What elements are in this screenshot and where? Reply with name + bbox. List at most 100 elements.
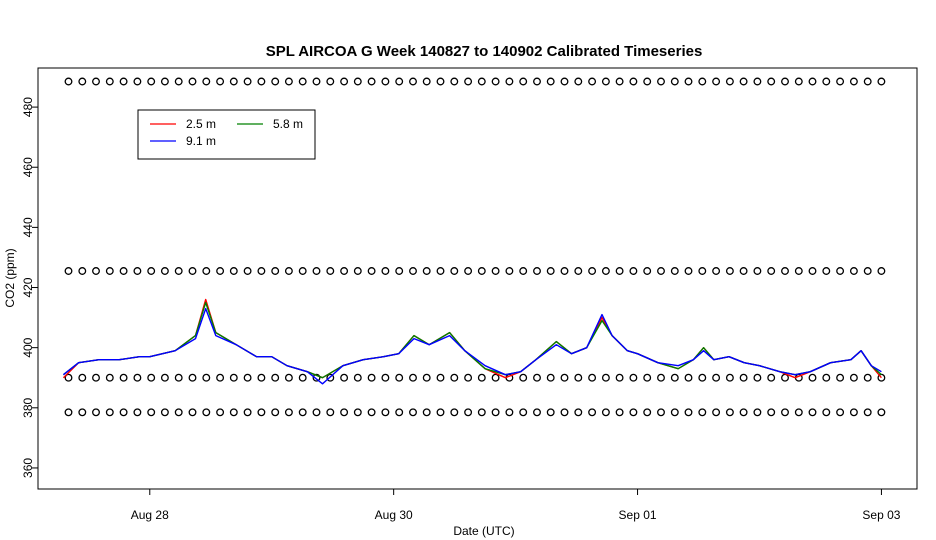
calibration-point: [367, 77, 376, 86]
calibration-point: [436, 267, 445, 275]
calibration-point: [216, 408, 225, 417]
calibration-point: [119, 373, 128, 382]
calibration-point: [684, 408, 693, 417]
calibration-point: [202, 408, 211, 417]
calibration-point: [712, 373, 721, 382]
calibration-point: [312, 373, 321, 382]
calibration-point: [739, 408, 748, 417]
calibration-point: [243, 373, 252, 382]
calibration-point: [849, 373, 858, 382]
calibration-point: [725, 408, 734, 417]
calibration-point: [670, 267, 679, 275]
calibration-point: [560, 408, 569, 417]
calibration-point: [119, 77, 128, 86]
x-tick-label: Aug 28: [131, 508, 169, 522]
calibration-point: [657, 267, 665, 275]
calibration-point: [312, 408, 321, 417]
calibration-point: [436, 77, 445, 86]
calibration-point: [422, 77, 431, 86]
calibration-point: [367, 373, 376, 382]
calibration-point: [216, 373, 225, 382]
calibration-point: [409, 373, 417, 382]
calibration-point: [64, 77, 73, 86]
calibration-point: [78, 373, 87, 382]
calibration-point: [794, 267, 803, 275]
calibration-point: [133, 267, 142, 275]
calibration-point: [533, 408, 541, 417]
calibration-point: [657, 373, 665, 382]
calibration-point: [629, 267, 638, 275]
calibration-point: [491, 373, 500, 382]
calibration-point: [684, 77, 693, 86]
x-tick-label: Aug 30: [375, 508, 413, 522]
legend-label: 5.8 m: [273, 117, 303, 131]
calibration-point: [78, 267, 87, 275]
calibration-point: [353, 267, 362, 275]
y-tick-label: 360: [21, 458, 35, 478]
calibration-point: [767, 408, 776, 417]
calibration-point: [491, 408, 500, 417]
calibration-point: [92, 267, 100, 275]
calibration-point: [174, 77, 183, 86]
calibration-point: [298, 373, 307, 382]
calibration-point: [712, 267, 721, 275]
calibration-point: [298, 408, 307, 417]
calibration-point: [684, 267, 693, 275]
calibration-point: [519, 408, 528, 417]
y-axis: 360 380 400 420 440 460 480: [21, 97, 39, 478]
calibration-point: [381, 267, 390, 275]
calibration-point: [257, 267, 266, 275]
calibration-point: [698, 267, 707, 275]
calibration-point: [477, 408, 486, 417]
calibration-point: [105, 373, 114, 382]
calibration-point: [519, 77, 528, 86]
calibration-point: [174, 373, 183, 382]
calibration-point: [367, 408, 376, 417]
calibration-point: [450, 373, 459, 382]
calibration-point: [670, 408, 679, 417]
calibration-point: [105, 77, 114, 86]
calibration-point: [533, 77, 541, 86]
calibration-point: [92, 77, 100, 86]
calibration-point: [188, 373, 197, 382]
calibration-point: [216, 77, 225, 86]
x-axis-label: Date (UTC): [453, 524, 514, 538]
calibration-point: [395, 408, 404, 417]
calibration-point: [64, 408, 73, 417]
calibration-point: [422, 373, 431, 382]
series-line-5-8-m: [62, 301, 882, 379]
calibration-point: [546, 408, 555, 417]
calibration-point: [753, 408, 762, 417]
calibration-point: [767, 77, 776, 86]
calibration-point: [202, 373, 211, 382]
y-tick-label: 440: [21, 217, 35, 237]
calibration-point: [753, 373, 762, 382]
calibration-point: [863, 267, 872, 275]
calibration-point: [257, 77, 266, 86]
calibration-point: [808, 373, 817, 382]
calibration-point: [836, 408, 845, 417]
calibration-point: [836, 77, 845, 86]
calibration-point: [601, 373, 610, 382]
calibration-point: [560, 77, 569, 86]
calibration-point: [588, 408, 597, 417]
calibration-point: [684, 373, 693, 382]
calibration-point: [753, 267, 762, 275]
y-tick-label: 400: [21, 337, 35, 357]
chart-title: SPL AIRCOA G Week 140827 to 140902 Calib…: [266, 43, 703, 60]
calibration-point: [588, 373, 597, 382]
calibration-point: [601, 408, 610, 417]
calibration-point: [92, 408, 100, 417]
calibration-point: [464, 77, 473, 86]
calibration-point: [698, 77, 707, 86]
calibration-point: [422, 267, 431, 275]
calibration-point: [863, 373, 872, 382]
calibration-point: [615, 267, 624, 275]
calibration-point: [202, 267, 211, 275]
calibration-point: [436, 373, 445, 382]
calibration-point: [781, 77, 789, 86]
calibration-point: [863, 408, 872, 417]
calibration-point: [284, 267, 293, 275]
calibration-point: [78, 408, 87, 417]
calibration-point: [560, 373, 569, 382]
